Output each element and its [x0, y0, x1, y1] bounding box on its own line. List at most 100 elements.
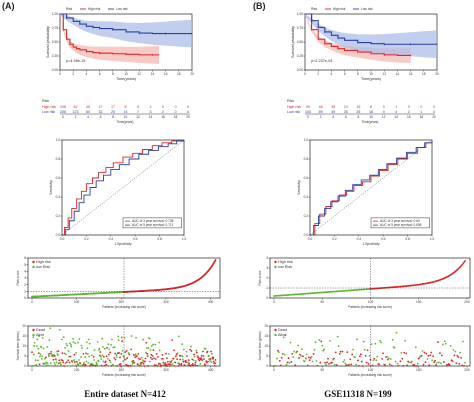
- survstatus_A-point: [150, 345, 153, 347]
- survstatus_B-point: [381, 357, 383, 360]
- survstatus_B-point: [433, 361, 436, 364]
- risk_table_B-cell: 0: [433, 110, 435, 114]
- survstatus_A-point: [102, 346, 104, 348]
- survstatus_A-point: [100, 364, 103, 367]
- risk_table_A-cell: 17: [111, 105, 115, 109]
- survstatus_B-point: [300, 355, 302, 357]
- survstatus_A-ytick-label: 20: [22, 324, 26, 328]
- risk_table_A-cell: 60: [86, 110, 90, 114]
- survstatus_A-point: [64, 346, 66, 349]
- riskscore_B-ytick-label: 0: [266, 296, 268, 300]
- km_A-legend-low: Low risk: [116, 7, 128, 11]
- survstatus_A-point: [148, 337, 151, 340]
- survstatus_A-point: [99, 355, 102, 358]
- km_A-xtick-label: 14: [151, 72, 155, 76]
- survstatus_A-xtick-label: 100: [74, 368, 80, 372]
- survstatus_A-point: [179, 358, 182, 361]
- survstatus_B-point: [405, 352, 408, 355]
- risk_table_A-xlabel: Time(years): [117, 120, 134, 124]
- survstatus_A-point: [88, 342, 91, 345]
- survstatus_B-point: [370, 343, 373, 346]
- survstatus_B-point: [340, 365, 343, 367]
- survstatus_B-point: [430, 351, 433, 354]
- survstatus_A-point: [99, 351, 102, 353]
- riskscore_A-ytick-label: 6: [24, 256, 26, 260]
- roc_A-legend-box: [122, 217, 182, 229]
- risk_table_B-col-label: 4: [332, 115, 334, 119]
- survstatus_A-point: [177, 364, 180, 367]
- survstatus_B-ytick-label: 15: [264, 334, 268, 338]
- riskscore_A-xtick-label: 0: [31, 300, 33, 304]
- risk_table_B-col-label: 6: [345, 115, 347, 119]
- survstatus_B-point: [319, 361, 322, 364]
- survstatus_B-point: [351, 353, 354, 356]
- survstatus_B-point: [428, 364, 431, 367]
- riskscore_B-legend-entry: High risk: [278, 260, 293, 264]
- survstatus_A-point: [123, 355, 125, 358]
- survstatus_A-point: [86, 347, 89, 350]
- survstatus_B-point: [435, 363, 437, 366]
- survstatus_B-point: [309, 357, 312, 359]
- survstatus_A-point: [128, 353, 131, 356]
- riskscore_A-panel: 0 1 2 3 4 5 6 0 100 200 300 400 Patients (increasing…: [16, 256, 221, 309]
- survstatus_A-point: [109, 361, 112, 364]
- survstatus_A-point: [57, 350, 60, 353]
- survstatus_A-point: [71, 364, 74, 367]
- survstatus_B-point: [367, 363, 370, 365]
- survstatus_B-xtick-label: 150: [416, 368, 422, 372]
- risk_table_B-cell: 3: [383, 105, 385, 109]
- survstatus_B-point: [293, 350, 296, 353]
- survstatus_A-point: [149, 360, 151, 363]
- risk_table_A-cell: 2: [150, 105, 152, 109]
- survstatus_B-point: [339, 350, 342, 353]
- survstatus_B-point: [277, 351, 280, 354]
- survstatus_A-point: [108, 348, 111, 351]
- riskscore_A-xlabel: Patients (increasing risk score): [102, 305, 146, 309]
- survstatus_B-point: [332, 357, 335, 360]
- km_A-ytick-label: 0.50: [52, 40, 58, 44]
- survstatus_A-point: [139, 358, 141, 361]
- riskscore_B-xtick-label: 0: [273, 300, 275, 304]
- km_A-xtick-label: 10: [124, 72, 128, 76]
- survstatus_B-point: [334, 351, 337, 354]
- survstatus_A-point: [66, 365, 69, 367]
- survstatus_A-point: [196, 355, 199, 358]
- survstatus_A-point: [176, 352, 179, 355]
- roc_B-ytick-label: 0.0: [304, 233, 309, 237]
- roc_B-legend-entry: AUC of 5 year survival: 0.608: [380, 223, 422, 227]
- survstatus_B-point: [362, 340, 365, 343]
- survstatus_A-point: [168, 363, 171, 366]
- survstatus_B-point: [422, 363, 425, 366]
- survstatus_B-point: [462, 340, 465, 343]
- survstatus_B-point: [281, 352, 284, 355]
- roc_A-ytick-label: 0.8: [56, 157, 61, 161]
- survstatus_A-point: [141, 361, 144, 364]
- roc_B-xtick-label: 0.4: [357, 237, 362, 241]
- riskscore_A-ytick-label: 0: [24, 296, 26, 300]
- survstatus_A-point: [40, 357, 43, 360]
- survstatus_A-point: [65, 361, 68, 364]
- riskscore_B-panel: 0 1 2 3 4 0 50 100 150 200 Patients (increasing ri…: [258, 256, 471, 309]
- survstatus_B-point: [326, 361, 328, 364]
- survstatus_A-point: [63, 352, 66, 355]
- survstatus_A-point: [39, 355, 41, 358]
- riskscore_A-xtick-label: 100: [74, 300, 80, 304]
- survstatus_A-point: [137, 357, 140, 360]
- survstatus_A-point: [58, 359, 61, 362]
- survstatus_B-point: [388, 363, 391, 366]
- roc_A-xtick-label: 0.2: [84, 237, 89, 241]
- roc_B-panel: 0.00.0 0.2 0.2 0.4 0.4 0.6 0.6 0.8 0.8 1.0 1.0 1-Sp…: [297, 138, 434, 246]
- riskscore_B-frame: [269, 257, 471, 299]
- survstatus_A-point: [48, 355, 50, 357]
- survstatus_A-point: [119, 356, 121, 359]
- survstatus_B-point: [307, 356, 310, 359]
- km_B-ytick-label: 0.25: [297, 54, 303, 58]
- survstatus_A-point: [125, 349, 128, 352]
- survstatus_B-point: [379, 339, 382, 342]
- survstatus_A-point: [94, 364, 97, 367]
- panel-letter-b: (B): [253, 1, 266, 11]
- survstatus_B-point: [344, 362, 347, 365]
- risk_table_B-cell: 100: [305, 110, 311, 114]
- survstatus_B-point: [289, 341, 292, 344]
